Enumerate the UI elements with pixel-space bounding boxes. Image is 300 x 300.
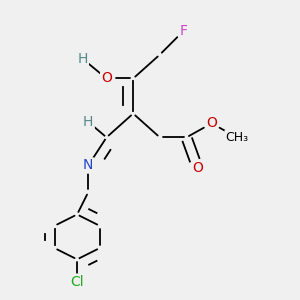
Text: O: O [101, 71, 112, 85]
Text: Cl: Cl [70, 275, 84, 289]
Text: O: O [101, 71, 112, 85]
Text: N: N [83, 158, 94, 172]
Text: H: H [83, 115, 94, 129]
Text: F: F [180, 24, 188, 38]
Text: H: H [77, 52, 88, 66]
Text: CH₃: CH₃ [225, 131, 248, 144]
Text: H: H [77, 52, 88, 66]
Text: O: O [192, 161, 203, 175]
Text: O: O [206, 116, 217, 130]
Text: H: H [83, 115, 94, 129]
